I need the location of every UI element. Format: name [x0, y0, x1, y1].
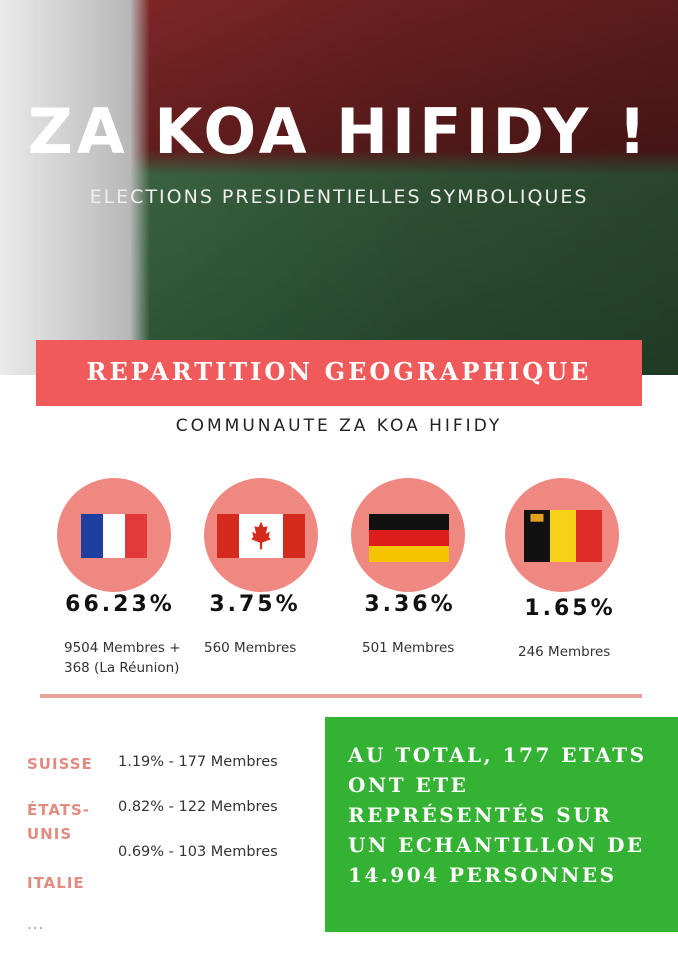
- other-stat: 0.69% - 103 Membres: [118, 844, 278, 860]
- country-percent: 1.65%: [524, 596, 616, 621]
- country-badge: [351, 478, 465, 592]
- section-subtitle: COMMUNAUTE ZA KOA HIFIDY: [175, 416, 503, 436]
- other-stat: 1.19% - 177 Membres: [118, 754, 278, 770]
- flag-background: [0, 0, 678, 375]
- other-stat: 0.82% - 122 Membres: [118, 799, 278, 815]
- country-percent: 3.36%: [364, 592, 456, 617]
- section-title: REPARTITION GEOGRAPHIQUE: [36, 340, 642, 406]
- more: ...: [27, 915, 45, 933]
- shade: [0, 0, 678, 375]
- country-badge: [57, 478, 171, 592]
- divider: [40, 694, 642, 698]
- total-text: AU TOTAL, 177 ETATS ONT ETE REPRÉSENTÉS …: [348, 743, 647, 887]
- total-box: [325, 717, 678, 932]
- country-members: 501 Membres: [362, 640, 455, 656]
- subtitle: ELECTIONS PRESIDENTIELLES SYMBOLIQUES: [89, 186, 589, 208]
- flag-germany: [369, 514, 449, 562]
- country-members: 246 Membres: [518, 644, 611, 660]
- country-members: 560 Membres: [204, 640, 297, 656]
- title: ZA KOA HIFIDY !: [27, 95, 651, 168]
- country-badge: [505, 478, 619, 592]
- country-percent: 3.75%: [209, 592, 301, 617]
- flag-canada: [217, 514, 305, 558]
- other-country: ITALIE: [27, 874, 85, 892]
- country-percent: 66.23%: [65, 592, 175, 617]
- other-country: SUISSE: [27, 755, 93, 773]
- country-badge: [204, 478, 318, 592]
- country-members: 9504 Membres + 368 (La Réunion): [64, 640, 181, 676]
- other-country: ÉTATS-UNIS: [27, 801, 91, 843]
- flag-belgium: [524, 510, 602, 562]
- flag-france: [81, 514, 147, 558]
